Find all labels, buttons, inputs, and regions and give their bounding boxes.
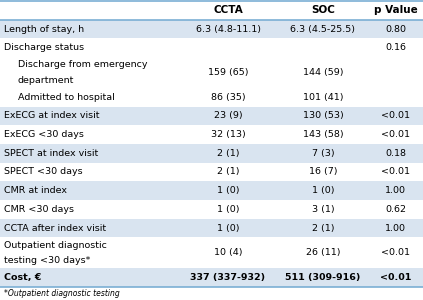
Text: 511 (309-916): 511 (309-916) xyxy=(285,273,361,282)
Text: CCTA after index visit: CCTA after index visit xyxy=(4,224,106,232)
Text: 1 (0): 1 (0) xyxy=(217,205,239,214)
Text: 23 (9): 23 (9) xyxy=(214,111,242,120)
Text: p Value: p Value xyxy=(374,5,418,15)
Text: 143 (58): 143 (58) xyxy=(303,130,343,139)
Text: testing <30 days*: testing <30 days* xyxy=(4,256,91,265)
Text: <0.01: <0.01 xyxy=(381,130,410,139)
Text: Outpatient diagnostic: Outpatient diagnostic xyxy=(4,241,107,250)
Text: SPECT <30 days: SPECT <30 days xyxy=(4,167,82,176)
Text: 1 (0): 1 (0) xyxy=(312,186,334,195)
Bar xyxy=(0,144,423,163)
Text: 0.80: 0.80 xyxy=(385,25,406,34)
Text: 2 (1): 2 (1) xyxy=(217,149,239,158)
Text: 32 (13): 32 (13) xyxy=(211,130,245,139)
Text: 337 (337-932): 337 (337-932) xyxy=(190,273,266,282)
Text: 86 (35): 86 (35) xyxy=(211,93,245,102)
Text: Cost, €: Cost, € xyxy=(4,273,41,282)
Text: CCTA: CCTA xyxy=(213,5,243,15)
Text: SPECT at index visit: SPECT at index visit xyxy=(4,149,98,158)
Bar xyxy=(0,106,423,125)
Text: 0.18: 0.18 xyxy=(385,149,406,158)
Text: <0.01: <0.01 xyxy=(381,248,410,257)
Text: *Outpatient diagnostic testing: *Outpatient diagnostic testing xyxy=(4,289,120,298)
Text: CMR <30 days: CMR <30 days xyxy=(4,205,74,214)
Text: <0.01: <0.01 xyxy=(381,111,410,120)
Bar xyxy=(0,181,423,200)
Text: 1.00: 1.00 xyxy=(385,186,406,195)
Text: 2 (1): 2 (1) xyxy=(217,167,239,176)
Text: <0.01: <0.01 xyxy=(381,167,410,176)
Text: 0.62: 0.62 xyxy=(385,205,406,214)
Bar xyxy=(0,20,423,38)
Text: 7 (3): 7 (3) xyxy=(312,149,334,158)
Text: Admitted to hospital: Admitted to hospital xyxy=(18,93,115,102)
Text: 16 (7): 16 (7) xyxy=(309,167,337,176)
Text: 101 (41): 101 (41) xyxy=(303,93,343,102)
Text: Discharge status: Discharge status xyxy=(4,43,84,52)
Text: ExECG <30 days: ExECG <30 days xyxy=(4,130,84,139)
Text: 1.00: 1.00 xyxy=(385,224,406,232)
Bar xyxy=(0,219,423,237)
Text: CMR at index: CMR at index xyxy=(4,186,67,195)
Text: Discharge from emergency: Discharge from emergency xyxy=(18,60,148,69)
Text: 10 (4): 10 (4) xyxy=(214,248,242,257)
Text: 0.16: 0.16 xyxy=(385,43,406,52)
Text: 144 (59): 144 (59) xyxy=(303,68,343,77)
Text: 1 (0): 1 (0) xyxy=(217,224,239,232)
Text: ExECG at index visit: ExECG at index visit xyxy=(4,111,99,120)
Text: 6.3 (4.5-25.5): 6.3 (4.5-25.5) xyxy=(291,25,355,34)
Text: SOC: SOC xyxy=(311,5,335,15)
Text: 159 (65): 159 (65) xyxy=(208,68,248,77)
Text: 130 (53): 130 (53) xyxy=(302,111,343,120)
Bar xyxy=(0,268,423,287)
Text: department: department xyxy=(18,76,74,85)
Text: <0.01: <0.01 xyxy=(380,273,411,282)
Text: 26 (11): 26 (11) xyxy=(306,248,340,257)
Text: 6.3 (4.8-11.1): 6.3 (4.8-11.1) xyxy=(195,25,261,34)
Text: 1 (0): 1 (0) xyxy=(217,186,239,195)
Text: 2 (1): 2 (1) xyxy=(312,224,334,232)
Text: 3 (1): 3 (1) xyxy=(312,205,334,214)
Text: Length of stay, h: Length of stay, h xyxy=(4,25,84,34)
